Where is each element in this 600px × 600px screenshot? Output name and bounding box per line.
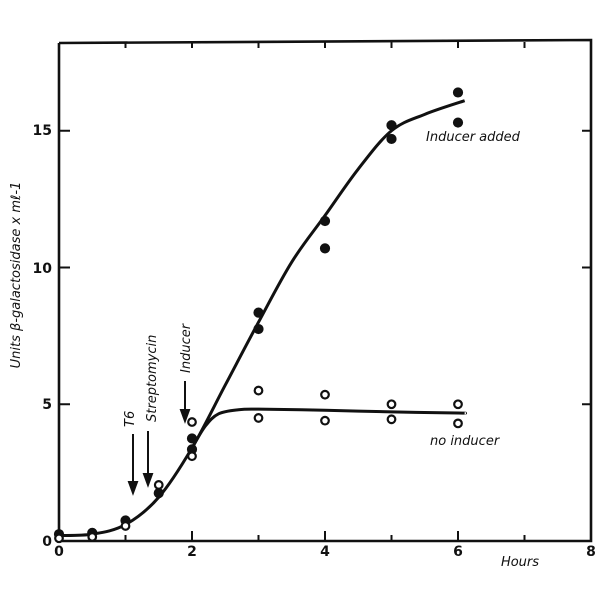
- axis-ticks: [59, 42, 591, 541]
- open-data-point: [320, 415, 330, 426]
- inducer-arrow-head: [179, 409, 191, 424]
- inducer-added-curve: [58, 99, 466, 538]
- open-data-point: [453, 399, 463, 410]
- t6-arrow-head: [127, 481, 139, 496]
- inducer-added-label: Inducer added: [426, 130, 521, 145]
- y-tick-10: 10: [33, 261, 53, 277]
- y-axis-title: Units β-galactosidase x mℓ-1: [9, 182, 24, 369]
- open-data-point: [253, 413, 264, 423]
- inducer-added-points: [53, 87, 464, 540]
- open-data-point: [386, 399, 397, 410]
- streptomycin-label: Streptomycin: [145, 335, 160, 422]
- x-tick-labels: 0 2 4 6 8: [54, 544, 596, 560]
- filled-data-point: [386, 133, 397, 145]
- filled-data-point: [452, 87, 464, 98]
- x-tick-4: 4: [320, 544, 330, 560]
- open-data-point: [386, 414, 397, 425]
- open-data-point: [187, 417, 197, 427]
- open-data-point: [120, 521, 131, 531]
- no-inducer-points: [54, 385, 463, 544]
- x-axis-title: Hours: [501, 555, 539, 570]
- filled-data-point: [253, 307, 264, 318]
- streptomycin-arrow-head: [142, 473, 154, 488]
- open-data-point: [453, 418, 463, 429]
- y-tick-labels: 0 5 10 15: [33, 123, 53, 550]
- filled-data-point: [386, 120, 397, 131]
- x-tick-2: 2: [187, 544, 197, 560]
- open-data-point: [87, 531, 98, 542]
- filled-data-point: [452, 117, 464, 128]
- open-data-point: [153, 480, 164, 490]
- filled-data-point: [153, 488, 164, 499]
- filled-data-point: [186, 433, 198, 444]
- x-tick-0: 0: [54, 544, 64, 560]
- no-inducer-label: no inducer: [430, 434, 501, 449]
- open-data-point: [187, 451, 197, 462]
- open-data-point: [320, 389, 330, 400]
- event-arrows: [127, 381, 191, 496]
- plot-frame: [57, 38, 593, 543]
- y-tick-0: 0: [42, 534, 52, 550]
- no-inducer-curve: [190, 407, 467, 449]
- filled-data-point: [319, 215, 331, 227]
- filled-data-point: [253, 323, 264, 335]
- t6-label: T6: [123, 411, 138, 427]
- open-data-point: [54, 533, 64, 544]
- filled-data-point: [319, 243, 331, 254]
- y-tick-15: 15: [33, 123, 52, 139]
- inducer-label: Inducer: [179, 322, 194, 373]
- x-tick-6: 6: [453, 544, 463, 560]
- open-data-point: [253, 385, 264, 396]
- x-tick-8: 8: [586, 544, 596, 560]
- y-tick-5: 5: [42, 397, 52, 413]
